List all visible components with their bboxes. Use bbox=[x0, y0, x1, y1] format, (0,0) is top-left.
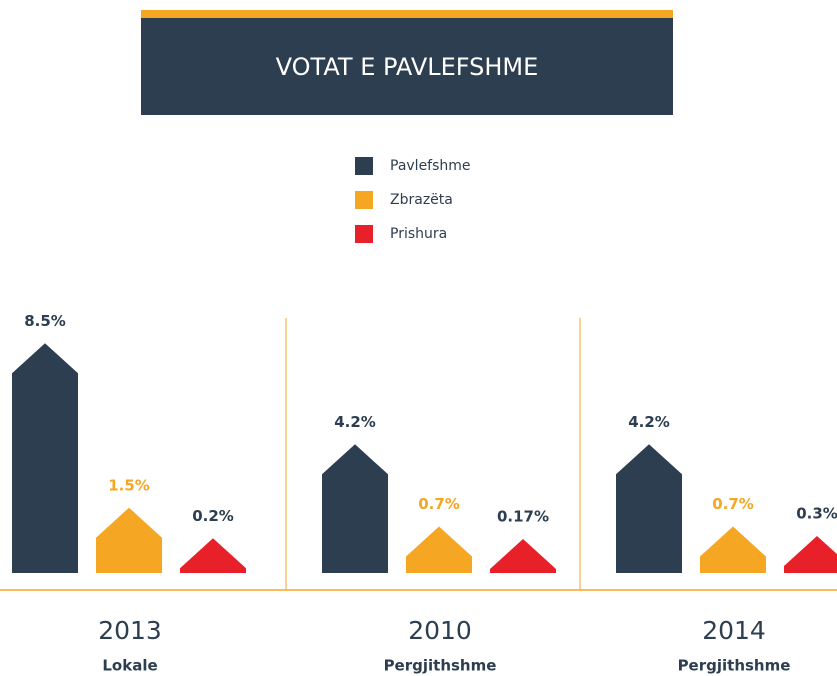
bar bbox=[616, 444, 682, 573]
x-tick-label: 2010 bbox=[408, 616, 472, 645]
chart-title: VOTAT E PAVLEFSHME bbox=[276, 53, 539, 81]
legend-label: Pavlefshme bbox=[390, 158, 471, 174]
x-tick-label: 2013 bbox=[98, 616, 162, 645]
bar bbox=[12, 343, 78, 573]
value-label: 0.7% bbox=[418, 495, 460, 513]
value-label: 0.3% bbox=[796, 504, 837, 522]
x-subtitle: Lokale bbox=[102, 657, 157, 675]
x-tick-label: 2014 bbox=[702, 616, 766, 645]
value-label: 8.5% bbox=[24, 312, 66, 330]
bar bbox=[180, 538, 246, 573]
x-subtitle: Pergjithshme bbox=[678, 657, 791, 675]
value-label: 0.2% bbox=[192, 507, 234, 525]
value-label: 0.7% bbox=[712, 495, 754, 513]
bar bbox=[490, 539, 556, 573]
bar bbox=[322, 444, 388, 573]
title-accent bbox=[141, 10, 673, 18]
bar bbox=[406, 526, 472, 573]
bar bbox=[784, 535, 837, 573]
bar bbox=[700, 526, 766, 573]
bar bbox=[96, 507, 162, 573]
value-label: 4.2% bbox=[628, 413, 670, 431]
legend-label: Zbrazëta bbox=[390, 192, 453, 208]
legend-label: Prishura bbox=[390, 226, 447, 242]
value-label: 1.5% bbox=[108, 476, 150, 494]
value-label: 4.2% bbox=[334, 413, 376, 431]
value-label: 0.17% bbox=[497, 508, 549, 526]
x-subtitle: Pergjithshme bbox=[384, 657, 497, 675]
legend-swatch bbox=[355, 157, 373, 175]
title-box bbox=[141, 18, 673, 115]
legend-swatch bbox=[355, 225, 373, 243]
legend-swatch bbox=[355, 191, 373, 209]
